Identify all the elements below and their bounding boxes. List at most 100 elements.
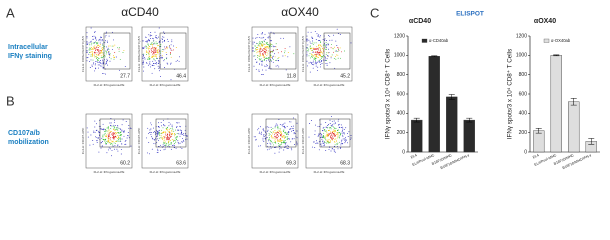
flow-dot (101, 51, 103, 53)
flow-dot (186, 135, 188, 136)
flow-dot (105, 136, 107, 137)
flow-dot (106, 51, 108, 53)
flow-dot (160, 135, 162, 137)
flow-dot (324, 44, 326, 46)
flow-dot (279, 124, 281, 125)
flow-dot (271, 136, 273, 138)
flow-dot (309, 41, 311, 43)
flow-dot (180, 133, 182, 135)
flow-dot (101, 47, 103, 49)
flow-dot (311, 55, 313, 57)
flow-dot (274, 46, 276, 47)
panel-label: B (6, 93, 15, 108)
flow-dot (174, 129, 176, 131)
flow-dot (311, 54, 313, 56)
gate (155, 118, 187, 148)
flow-dot (261, 43, 263, 45)
flow-dot (146, 40, 148, 42)
flow-dot (279, 144, 281, 146)
flow-dot (342, 129, 344, 131)
flow-dot (328, 124, 329, 125)
flow-dot (94, 47, 96, 49)
flow-dot (327, 127, 329, 129)
flow-dot (265, 65, 267, 67)
flow-dot (334, 144, 336, 146)
flow-dot (328, 48, 330, 50)
flow-dot (327, 55, 329, 57)
flow-dot (86, 40, 88, 42)
flow-dot (109, 141, 111, 143)
flow-dot (268, 132, 270, 134)
flow-dot (270, 46, 272, 48)
flow-dot (101, 65, 103, 67)
flow-dot (326, 139, 328, 141)
flow-dot (333, 149, 335, 151)
flow-dot (333, 51, 335, 53)
flow-dot (329, 142, 331, 144)
flow-dot (90, 51, 92, 53)
flow-dot (108, 131, 110, 133)
flow-dot (118, 140, 120, 142)
flow-dot (261, 64, 263, 66)
flow-dot (170, 142, 172, 144)
flow-dot (114, 121, 116, 123)
flow-dot (316, 142, 318, 144)
x-axis-label: FL2-H: IFN-gamma-PE (260, 83, 291, 87)
flow-dot (268, 50, 270, 52)
flow-dot (317, 125, 319, 127)
flow-dot (106, 40, 108, 42)
y-tick-label: 1000 (516, 53, 527, 59)
flow-dot (262, 60, 264, 62)
flow-dot (336, 45, 338, 46)
flow-dot (286, 125, 288, 127)
flow-dot (117, 150, 119, 152)
flow-dot (114, 140, 116, 142)
flow-dot (267, 36, 269, 38)
flow-dot (264, 65, 266, 67)
flow-dot (258, 132, 260, 134)
flow-dot (339, 135, 341, 137)
flow-dot (96, 48, 98, 50)
flow-dot (147, 58, 149, 60)
flow-dot (105, 62, 107, 64)
flow-dot (113, 142, 115, 144)
flow-dot (261, 63, 263, 65)
flow-dot (93, 42, 95, 43)
flow-dot (266, 42, 268, 44)
flow-dot (164, 136, 166, 138)
flow-dot (97, 61, 98, 63)
flow-dot (329, 119, 331, 121)
flow-dot (264, 56, 266, 58)
error-bar (466, 117, 473, 123)
flow-dot (117, 140, 119, 142)
gate-percentage: 45.2 (340, 73, 350, 79)
flow-dot (111, 133, 113, 135)
flow-dot (182, 133, 184, 135)
flow-dot (333, 133, 334, 135)
flow-dot (142, 40, 144, 42)
flow-dot (263, 141, 265, 142)
flow-dot (283, 135, 285, 137)
flow-dot (123, 50, 125, 52)
flow-dot (317, 48, 319, 50)
flow-dot (102, 134, 104, 136)
flow-dot (167, 38, 169, 40)
flow-dot (106, 130, 108, 132)
flow-dot (314, 54, 316, 56)
flow-dot (105, 142, 106, 144)
flow-dot (343, 132, 345, 134)
flow-dot (169, 44, 171, 46)
flow-dot (179, 142, 181, 144)
flow-dot (266, 126, 268, 128)
flow-dot (163, 60, 165, 62)
flow-dot (278, 151, 280, 153)
flow-dot (324, 45, 326, 47)
flow-dot (333, 58, 335, 59)
flow-dot (262, 53, 264, 55)
flow-dot (321, 63, 323, 65)
flow-dot (282, 135, 284, 137)
flow-dot (256, 52, 258, 54)
flow-dot (95, 58, 97, 60)
flow-dot (118, 134, 120, 136)
